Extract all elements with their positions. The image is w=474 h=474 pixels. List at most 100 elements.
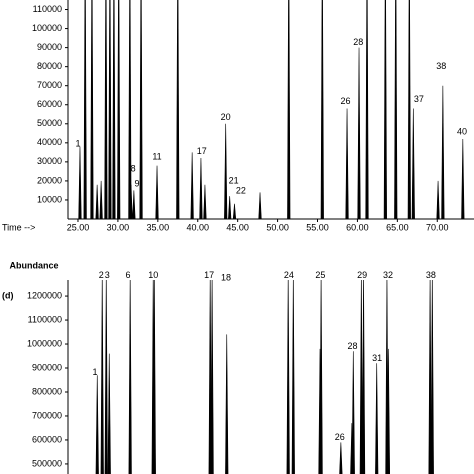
peak	[428, 280, 432, 474]
peak-label: 11	[152, 152, 161, 162]
y-tick-label: 1000000	[27, 338, 62, 348]
peak	[232, 203, 237, 219]
y-tick-label: 500000	[32, 458, 62, 468]
peak	[129, 184, 133, 219]
y-tick-label: 80000	[37, 61, 62, 71]
peak	[104, 280, 108, 474]
peak-label: 17	[197, 146, 207, 156]
peak-label: 22	[236, 186, 246, 196]
x-tick-label: 25.00	[67, 222, 90, 232]
peak	[78, 146, 82, 219]
peak	[210, 280, 214, 474]
peak	[190, 152, 194, 219]
peak	[345, 108, 349, 219]
peak	[357, 47, 361, 219]
peak	[287, 0, 291, 219]
peak	[128, 280, 132, 474]
x-tick-label: 40.00	[186, 222, 209, 232]
y-tick-label: 600000	[32, 434, 62, 444]
peak	[359, 280, 363, 474]
peak	[90, 0, 94, 219]
x-tick-label: 45.00	[226, 222, 249, 232]
y-axis-label: Abundance	[9, 260, 58, 270]
peak	[112, 0, 116, 219]
peak-label: 17	[204, 270, 214, 280]
y-tick-label: 110000	[33, 4, 62, 14]
x-tick-label: 65.00	[386, 222, 409, 232]
peak	[95, 375, 99, 474]
y-tick-label: 800000	[32, 386, 62, 396]
peak	[351, 351, 355, 474]
peak	[365, 0, 369, 219]
peak	[339, 442, 343, 474]
peak	[430, 280, 434, 474]
y-tick-label: 50000	[37, 118, 62, 128]
x-tick-label: 35.00	[147, 222, 170, 232]
plot-area	[95, 280, 434, 474]
peak	[199, 158, 203, 219]
y-tick-label: 70000	[37, 80, 62, 90]
peak	[83, 0, 87, 219]
peak-label: 2	[99, 270, 104, 280]
peak-label: 6	[125, 270, 130, 280]
y-tick-label: 1200000	[27, 290, 62, 300]
peak	[117, 0, 121, 219]
peak-label: 3	[105, 270, 110, 280]
peak-label: 1	[75, 139, 80, 149]
peak	[361, 280, 366, 474]
peak	[152, 280, 156, 474]
y-tick-label: 900000	[32, 362, 62, 372]
peak	[436, 180, 440, 219]
peak	[203, 184, 207, 219]
peak	[319, 280, 323, 474]
x-tick-label: 50.00	[266, 222, 289, 232]
x-tick-label: 30.00	[107, 222, 130, 232]
peak-label: 40	[457, 127, 467, 137]
x-tick-label: 70.00	[426, 222, 449, 232]
peak	[291, 280, 295, 474]
peak	[386, 348, 391, 474]
peak	[100, 280, 104, 474]
peak-label: 21	[229, 175, 239, 185]
peak-label: 9	[135, 179, 140, 189]
peak	[104, 0, 108, 219]
peak	[383, 0, 387, 219]
peak	[286, 280, 290, 474]
peak-label: 29	[357, 270, 367, 280]
peak-label: 32	[383, 270, 393, 280]
peak-label: 26	[335, 432, 345, 442]
y-tick-label: 30000	[37, 156, 62, 166]
peak-label: 28	[348, 341, 358, 351]
peak-label: 8	[131, 164, 136, 174]
peak	[461, 139, 465, 219]
peak	[411, 108, 415, 219]
peak	[224, 123, 228, 219]
peak-label: 18	[221, 272, 231, 282]
peak	[95, 184, 99, 219]
peak	[441, 85, 445, 219]
peak	[228, 196, 232, 219]
peak-label: 1	[93, 367, 98, 377]
plot-area	[78, 0, 465, 219]
y-tick-label: 20000	[37, 175, 62, 185]
peak-label: 24	[284, 270, 294, 280]
peak-label: 10	[148, 270, 158, 280]
peak	[107, 353, 111, 474]
peak	[407, 0, 411, 219]
peak-label: 31	[372, 353, 382, 363]
y-tick-label: 90000	[37, 42, 62, 52]
peak	[375, 363, 379, 474]
peak	[128, 0, 132, 219]
peak	[99, 180, 103, 219]
y-tick-label: 10000	[37, 194, 62, 204]
x-tick-label: 60.00	[346, 222, 369, 232]
peak-label: 38	[436, 61, 446, 71]
x-axis-label: Time -->	[2, 222, 35, 232]
x-tick-label: 55.00	[306, 222, 329, 232]
peak-label: 37	[414, 94, 424, 104]
peak	[320, 0, 324, 219]
peak-label: 25	[315, 270, 325, 280]
y-tick-label: 700000	[32, 410, 62, 420]
peak-label: 28	[353, 37, 363, 47]
